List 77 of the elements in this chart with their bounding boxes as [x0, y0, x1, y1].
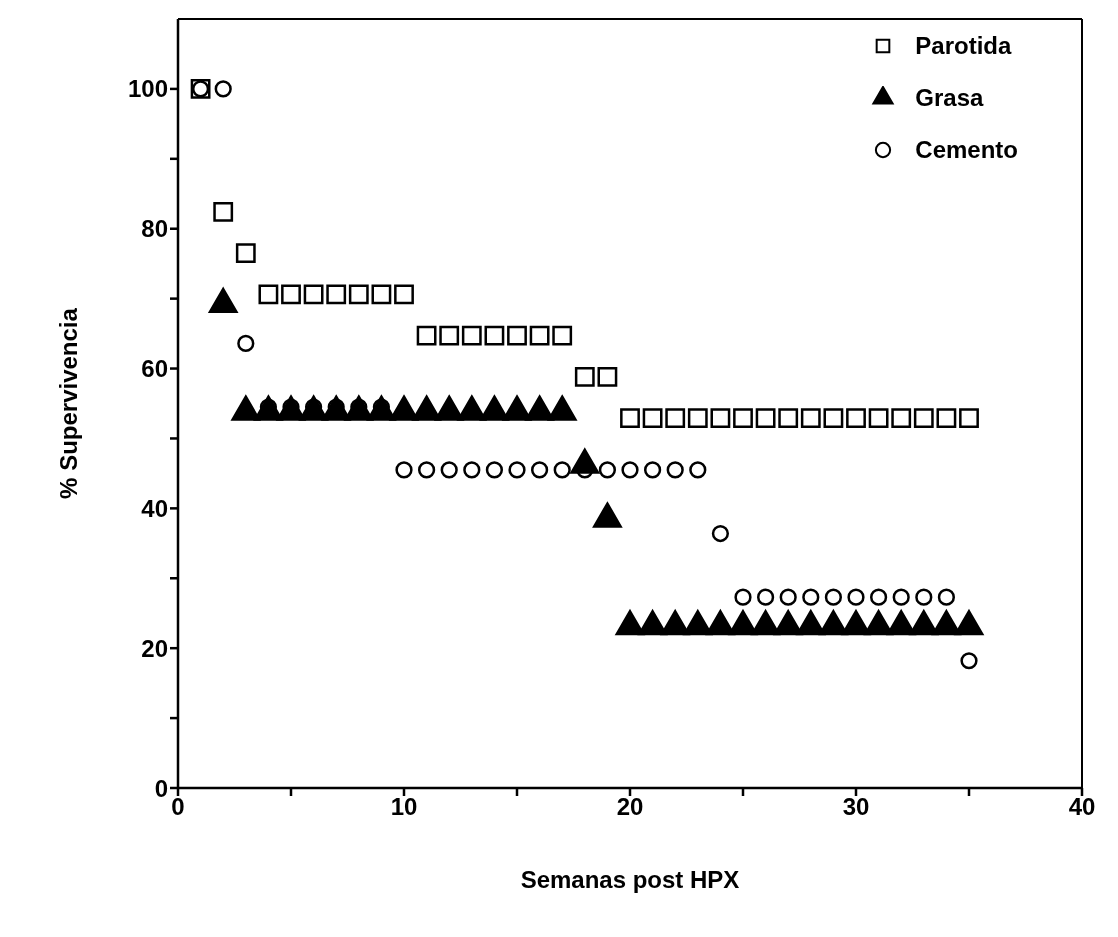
point	[643, 461, 662, 479]
x-tick-label: 10	[390, 793, 418, 821]
point	[258, 284, 279, 305]
point	[213, 202, 234, 222]
legend-label: Grasa	[915, 84, 984, 112]
point	[439, 325, 460, 346]
point	[778, 408, 799, 429]
x-tick-label: 30	[842, 793, 870, 821]
point	[348, 284, 369, 305]
point	[621, 461, 639, 479]
point	[484, 325, 505, 346]
point	[597, 367, 618, 387]
point	[281, 284, 301, 305]
point	[303, 284, 324, 305]
point	[529, 325, 550, 346]
y-axis-title: % Supervivencia	[54, 307, 82, 499]
point	[553, 461, 571, 479]
point	[869, 588, 888, 606]
point	[371, 284, 392, 305]
point	[711, 524, 730, 543]
point	[665, 408, 686, 429]
point	[326, 284, 347, 305]
point	[507, 325, 527, 346]
point	[915, 588, 933, 606]
point	[959, 408, 979, 429]
y-tick-label: 20	[141, 634, 168, 662]
y-tick-label: 80	[141, 215, 168, 243]
point	[508, 461, 526, 479]
point	[802, 588, 820, 606]
point	[394, 284, 414, 305]
point	[687, 408, 708, 429]
point	[936, 408, 957, 429]
point	[666, 461, 684, 479]
point	[823, 408, 844, 429]
point	[913, 408, 934, 429]
point	[846, 408, 866, 429]
point	[892, 588, 910, 606]
point	[689, 461, 707, 479]
point	[937, 588, 956, 606]
y-tick-label: 0	[154, 774, 168, 802]
point	[960, 652, 978, 670]
x-tick-label: 40	[1068, 793, 1096, 821]
point	[824, 588, 843, 606]
point	[868, 408, 889, 429]
point	[214, 80, 232, 98]
point	[440, 461, 458, 479]
point	[800, 408, 821, 429]
point	[598, 461, 617, 479]
point	[235, 243, 256, 264]
point	[779, 588, 797, 606]
point	[395, 461, 413, 479]
point	[463, 461, 481, 479]
point	[574, 367, 595, 387]
point	[237, 334, 255, 352]
x-axis-title: Semanas post HPX	[520, 866, 740, 893]
point	[733, 408, 753, 429]
point	[891, 408, 912, 429]
y-tick-label: 60	[141, 355, 168, 383]
point	[552, 325, 573, 346]
point	[485, 461, 504, 479]
point	[461, 325, 482, 346]
point	[734, 588, 752, 606]
point	[755, 408, 776, 429]
point	[710, 408, 731, 429]
point	[642, 408, 663, 429]
point	[756, 588, 775, 606]
point	[847, 588, 865, 606]
legend-label: Cemento	[915, 136, 1018, 164]
x-tick-label: 0	[171, 793, 185, 821]
point	[620, 408, 640, 429]
y-tick-label: 40	[141, 494, 168, 522]
y-tick-label: 100	[127, 75, 168, 103]
point	[530, 461, 549, 479]
x-tick-label: 20	[616, 793, 644, 821]
point	[417, 461, 436, 479]
legend-label: Parotida	[915, 32, 1012, 60]
point	[416, 325, 437, 346]
